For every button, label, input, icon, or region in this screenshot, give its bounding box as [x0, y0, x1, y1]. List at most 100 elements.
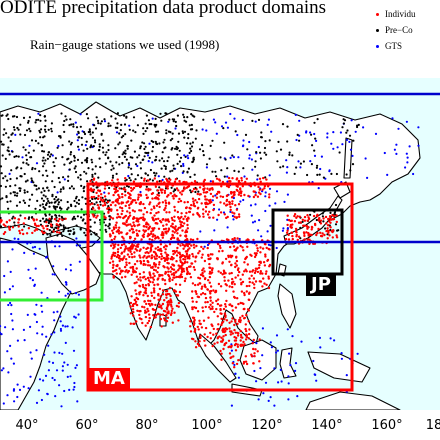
station-dot [161, 201, 165, 204]
station-dot [162, 234, 165, 237]
station-dot [16, 383, 19, 386]
station-dot [223, 213, 226, 216]
station-dot [258, 338, 261, 341]
station-dot [239, 194, 243, 197]
station-dot [194, 340, 197, 343]
station-dot [139, 309, 142, 313]
station-dot [226, 226, 229, 229]
station-dot [127, 166, 130, 169]
station-dot [158, 263, 161, 266]
station-dot [120, 187, 123, 190]
station-dot [349, 148, 353, 151]
station-dot [150, 302, 153, 306]
station-dot [303, 238, 306, 241]
station-dot [209, 192, 213, 196]
station-dot [139, 145, 142, 148]
station-dot [169, 257, 172, 261]
station-dot [158, 142, 161, 145]
station-dot [165, 177, 168, 181]
station-dot [182, 217, 185, 221]
station-dot [203, 259, 207, 263]
station-dot [42, 199, 45, 202]
station-dot [154, 174, 157, 177]
station-dot [238, 270, 241, 274]
station-dot [237, 203, 241, 206]
station-dot [76, 158, 80, 161]
station-dot [156, 283, 159, 286]
station-dot [151, 150, 154, 153]
station-dot [259, 367, 262, 370]
station-dot [198, 215, 201, 218]
station-dot [11, 150, 14, 153]
station-dot [154, 269, 158, 272]
station-dot [169, 178, 172, 181]
station-dot [228, 285, 231, 288]
station-dot [202, 154, 205, 157]
station-dot [268, 263, 272, 267]
station-dot [82, 190, 85, 193]
station-dot [225, 299, 228, 303]
station-dot [189, 330, 193, 333]
station-dot [49, 219, 52, 223]
station-dot [319, 222, 323, 225]
station-dot [253, 220, 257, 223]
station-dot [114, 126, 117, 129]
station-dot [115, 216, 119, 219]
station-dot [14, 184, 17, 187]
station-dot [68, 168, 71, 171]
station-dot [194, 137, 197, 140]
station-dot [0, 325, 2, 328]
station-dot [327, 217, 330, 221]
station-dot [233, 328, 236, 332]
station-dot [52, 161, 55, 164]
station-dot [51, 171, 55, 174]
station-dot [67, 175, 70, 178]
station-dot [0, 140, 3, 143]
station-dot [231, 309, 234, 312]
station-dot [77, 136, 80, 139]
station-dot [121, 258, 124, 261]
station-dot [149, 201, 152, 204]
station-dot [261, 354, 264, 357]
station-dot [200, 256, 203, 259]
station-dot [185, 186, 188, 189]
station-dot [169, 139, 172, 142]
station-dot [197, 197, 201, 201]
station-dot [103, 195, 107, 198]
station-dot [107, 148, 110, 152]
station-dot [225, 284, 228, 287]
station-dot [130, 273, 133, 276]
station-dot [230, 320, 233, 323]
station-dot [333, 211, 336, 214]
sumatra-land [197, 333, 237, 383]
station-dot [318, 216, 321, 220]
station-dot [211, 307, 214, 310]
station-dot [160, 167, 163, 170]
station-dot [404, 166, 407, 169]
station-dot [248, 328, 251, 331]
station-dot [35, 118, 38, 122]
station-dot [135, 217, 139, 220]
station-dot [156, 193, 159, 196]
station-dot [120, 276, 124, 279]
station-dot [319, 219, 323, 222]
station-dot [161, 277, 164, 281]
station-dot [155, 222, 158, 225]
station-dot [204, 301, 207, 304]
station-dot [234, 276, 237, 279]
station-dot [265, 283, 268, 286]
station-dot [119, 129, 122, 132]
station-dot [177, 269, 180, 272]
station-dot [92, 215, 96, 218]
station-dot [331, 213, 334, 217]
station-dot [82, 213, 86, 216]
station-dot [120, 136, 123, 139]
station-dot [91, 202, 94, 205]
station-dot [104, 162, 107, 165]
station-dot [184, 250, 188, 253]
station-dot [252, 347, 255, 351]
station-dot [293, 172, 296, 175]
station-dot [128, 124, 131, 127]
station-dot [62, 226, 66, 229]
station-dot [2, 223, 5, 226]
